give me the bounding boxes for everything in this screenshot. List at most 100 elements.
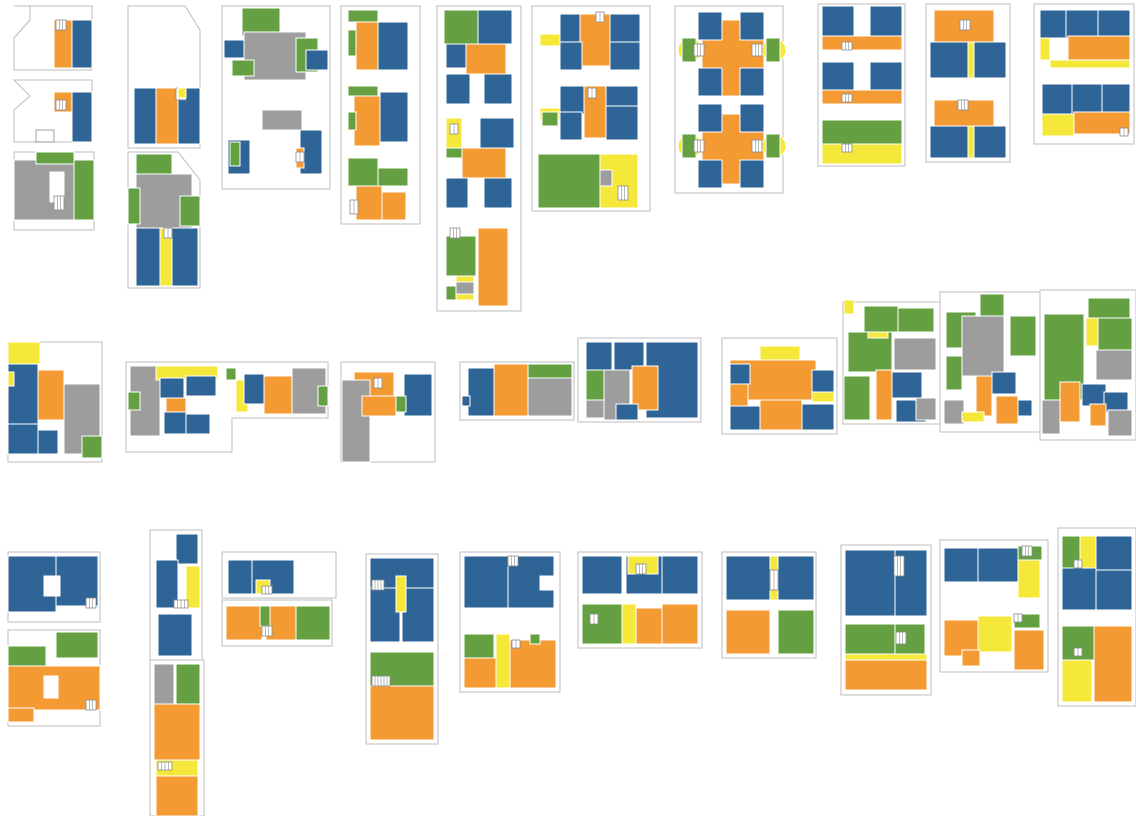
room-service-block <box>55 631 99 659</box>
room-bedroom-block <box>613 341 645 371</box>
room-living-block <box>821 35 903 51</box>
room-bedroom-block <box>697 11 723 41</box>
stairs-icon <box>55 99 67 111</box>
room-bedroom-block <box>223 39 247 59</box>
stairs-icon <box>507 555 519 567</box>
room-corridor-block <box>844 653 928 661</box>
room-bedroom-block <box>175 533 199 565</box>
room-corridor-block <box>7 341 41 365</box>
room-bedroom-block <box>1081 383 1107 407</box>
room-living-block <box>975 375 993 417</box>
room-bedroom-block <box>697 159 723 189</box>
room-bedroom-block <box>811 369 835 393</box>
room-bedroom-block <box>403 373 433 417</box>
room-living-block <box>165 397 187 413</box>
room-corridor-block <box>1049 59 1131 69</box>
room-corridor-block <box>977 615 1013 653</box>
room-service-block <box>317 385 329 407</box>
room-living-block <box>493 363 529 417</box>
room-circulation-block <box>527 377 573 417</box>
room-bedroom-block <box>801 403 835 431</box>
room-service-block <box>445 235 477 277</box>
stairs-icon <box>55 19 67 31</box>
room-living-block <box>821 89 903 105</box>
room-bedroom-block <box>581 555 623 595</box>
room-bedroom-block <box>991 371 1017 395</box>
room-living-block <box>875 369 893 421</box>
room-bedroom-block <box>615 403 639 421</box>
room-corridor-block <box>843 299 855 315</box>
room-living-block <box>729 383 749 407</box>
room-bedroom-block <box>1101 83 1131 115</box>
room-service-block <box>7 645 47 669</box>
room-circulation-block <box>1107 409 1133 437</box>
room-living-block <box>844 659 928 691</box>
room-bedroom-block <box>379 91 409 143</box>
stairs-icon <box>693 43 705 57</box>
room-undefined <box>43 575 61 597</box>
room-bedroom-block <box>37 429 59 455</box>
room-bedroom-block <box>1097 9 1131 39</box>
room-living-block <box>353 95 381 147</box>
room-circulation-block <box>893 337 937 371</box>
room-circulation-block <box>341 379 371 463</box>
room-service-block <box>377 167 409 187</box>
room-bedroom-block <box>479 117 515 149</box>
room-corridor-block <box>7 371 15 387</box>
room-bedroom-block <box>445 73 471 105</box>
room-bedroom-block <box>157 613 193 657</box>
room-service-block <box>1097 317 1133 351</box>
room-service-block <box>541 111 559 127</box>
room-circulation-block <box>153 663 175 705</box>
room-corridor-block <box>1039 37 1051 61</box>
stairs-icon <box>841 41 853 51</box>
room-bedroom-block <box>869 5 903 37</box>
stairs-icon <box>635 563 647 575</box>
room-service-block <box>241 7 281 37</box>
room-corridor-block <box>821 143 903 165</box>
room-corridor-block <box>395 575 407 613</box>
room-service-block <box>135 153 173 175</box>
room-bedroom-block <box>483 177 513 209</box>
door-outline <box>35 129 55 143</box>
room-living-block <box>37 369 65 421</box>
room-bedroom-block <box>1041 83 1073 115</box>
room-bedroom-block <box>171 227 199 287</box>
room-corridor-block <box>1085 317 1099 347</box>
room-bedroom-block <box>369 587 401 643</box>
room-bedroom-block <box>725 555 771 601</box>
room-bedroom-block <box>929 41 969 79</box>
room-living-block <box>1093 625 1133 703</box>
room-service-block <box>445 285 457 301</box>
room-living-block <box>1059 381 1081 423</box>
room-service-block <box>777 609 815 655</box>
room-living-block <box>263 375 293 415</box>
room-living-block <box>153 703 201 761</box>
room-service-block <box>347 157 379 187</box>
room-bedroom-block <box>155 559 179 609</box>
room-bedroom-block <box>869 61 903 91</box>
room-living-block <box>7 707 35 723</box>
room-living-block <box>361 395 397 417</box>
stairs-icon <box>959 19 971 31</box>
room-bedroom-block <box>605 105 639 141</box>
room-service-block <box>821 119 903 145</box>
room-bedroom-block <box>729 405 761 431</box>
room-living-block <box>961 649 981 667</box>
room-circulation-block <box>1095 349 1133 381</box>
room-circulation-block <box>455 281 475 295</box>
room-corridor-block <box>621 603 637 645</box>
room-undefined <box>249 129 301 181</box>
stairs-icon <box>449 227 461 239</box>
room-bedroom-block <box>844 549 896 617</box>
room-service-block <box>527 363 573 379</box>
room-bedroom-block <box>377 21 409 71</box>
room-bedroom-block <box>559 111 583 141</box>
room-bedroom-block <box>1039 9 1069 39</box>
room-bedroom-block <box>697 67 723 97</box>
room-bedroom-block <box>477 9 513 45</box>
room-service-block <box>35 151 75 165</box>
room-service-block <box>73 159 95 221</box>
room-service-block <box>127 391 141 411</box>
stairs-icon <box>261 585 273 595</box>
